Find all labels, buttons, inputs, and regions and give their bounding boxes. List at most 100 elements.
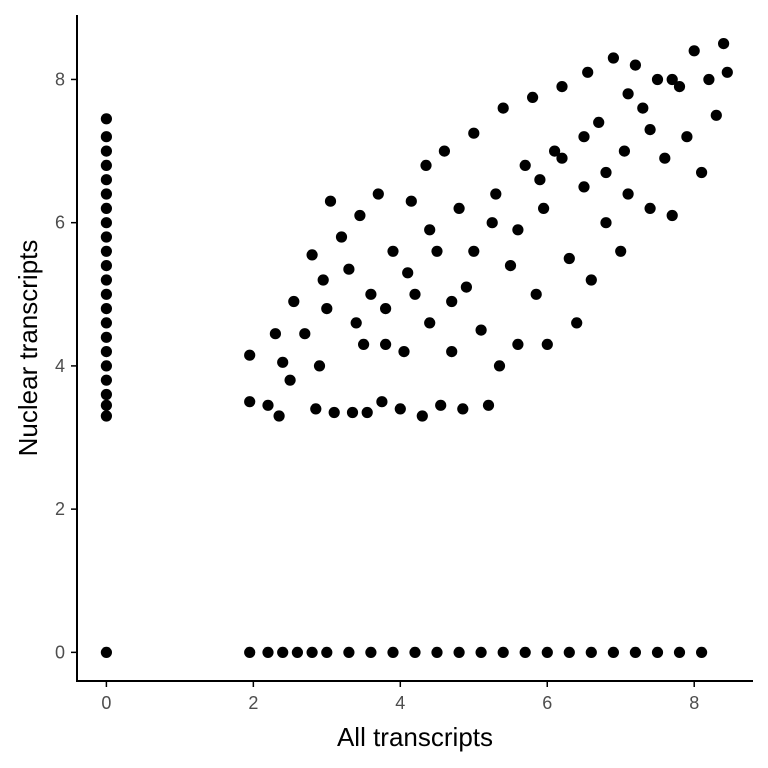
data-point <box>453 646 465 659</box>
data-point <box>416 410 428 422</box>
data-point <box>409 288 421 300</box>
data-point <box>100 217 112 229</box>
data-point <box>600 217 612 229</box>
data-point <box>365 288 377 300</box>
data-point <box>343 263 355 275</box>
data-point <box>244 349 256 361</box>
data-point <box>387 245 399 257</box>
points-layer <box>100 38 733 659</box>
y-axis-ticks: 0 2 4 6 8 <box>55 69 77 662</box>
data-point <box>100 399 112 411</box>
data-point <box>100 231 112 243</box>
data-point <box>578 181 590 193</box>
data-point <box>651 646 664 659</box>
data-point <box>244 396 256 408</box>
data-point <box>431 646 443 659</box>
y-tick-label: 4 <box>55 356 65 376</box>
data-point <box>637 102 649 114</box>
data-point <box>659 152 671 164</box>
data-point <box>644 124 656 136</box>
data-point <box>100 317 112 329</box>
data-point <box>696 646 708 659</box>
data-point <box>622 188 634 200</box>
data-point <box>673 646 686 659</box>
data-point <box>688 45 700 57</box>
data-point <box>346 406 359 419</box>
data-point <box>100 288 112 300</box>
data-point <box>361 406 373 419</box>
data-point <box>666 73 678 86</box>
x-tick-label: 0 <box>101 693 111 713</box>
data-point <box>431 245 443 257</box>
data-point <box>696 166 708 179</box>
data-point <box>460 281 472 293</box>
x-axis-ticks: 0 2 4 6 8 <box>101 681 699 713</box>
data-point <box>618 145 631 157</box>
data-point <box>262 399 274 411</box>
data-point <box>269 328 281 340</box>
data-point <box>585 646 597 659</box>
data-point <box>446 295 458 308</box>
data-point <box>666 209 678 222</box>
data-point <box>387 646 399 659</box>
data-point <box>615 245 627 257</box>
data-point <box>420 159 432 171</box>
data-point <box>512 338 524 350</box>
data-point <box>288 295 300 308</box>
data-point <box>538 202 550 214</box>
data-point <box>405 195 417 207</box>
data-point <box>354 209 366 222</box>
data-point <box>100 113 112 125</box>
data-point <box>313 360 326 372</box>
data-point <box>424 224 436 236</box>
data-point <box>291 646 303 659</box>
y-tick-label: 2 <box>55 499 65 519</box>
data-point <box>607 646 620 659</box>
data-point <box>482 399 495 411</box>
data-point <box>100 374 112 386</box>
data-point <box>409 646 421 659</box>
data-point <box>493 360 506 372</box>
data-point <box>673 81 686 93</box>
data-point <box>365 646 377 659</box>
data-point <box>299 328 311 340</box>
data-point <box>350 317 362 329</box>
data-point <box>100 145 112 157</box>
data-point <box>100 360 112 372</box>
data-point <box>100 331 112 343</box>
data-point <box>435 399 447 411</box>
data-point <box>519 159 531 171</box>
x-tick-label: 6 <box>542 693 552 713</box>
data-point <box>651 73 664 86</box>
data-point <box>402 267 414 279</box>
data-point <box>629 59 642 71</box>
data-point <box>497 646 509 659</box>
data-point <box>277 646 289 659</box>
data-point <box>681 131 693 143</box>
data-point <box>607 52 620 64</box>
data-point <box>324 195 337 207</box>
data-point <box>600 166 612 179</box>
y-tick-label: 0 <box>55 642 65 662</box>
data-point <box>100 388 112 401</box>
data-point <box>582 66 594 78</box>
data-point <box>372 188 384 200</box>
data-point <box>100 303 112 315</box>
y-axis-title: Nuclear transcripts <box>13 240 43 457</box>
data-point <box>512 224 524 236</box>
data-point <box>504 260 517 272</box>
data-point <box>100 188 112 200</box>
data-point <box>317 274 329 286</box>
data-point <box>475 646 487 659</box>
data-point <box>376 396 388 408</box>
data-point <box>262 646 274 659</box>
data-point <box>644 202 656 214</box>
data-point <box>343 646 355 659</box>
data-point <box>457 403 469 415</box>
data-point <box>710 109 722 121</box>
data-point <box>527 91 539 103</box>
data-point <box>306 646 318 659</box>
data-point <box>593 116 605 128</box>
data-point <box>541 646 553 659</box>
